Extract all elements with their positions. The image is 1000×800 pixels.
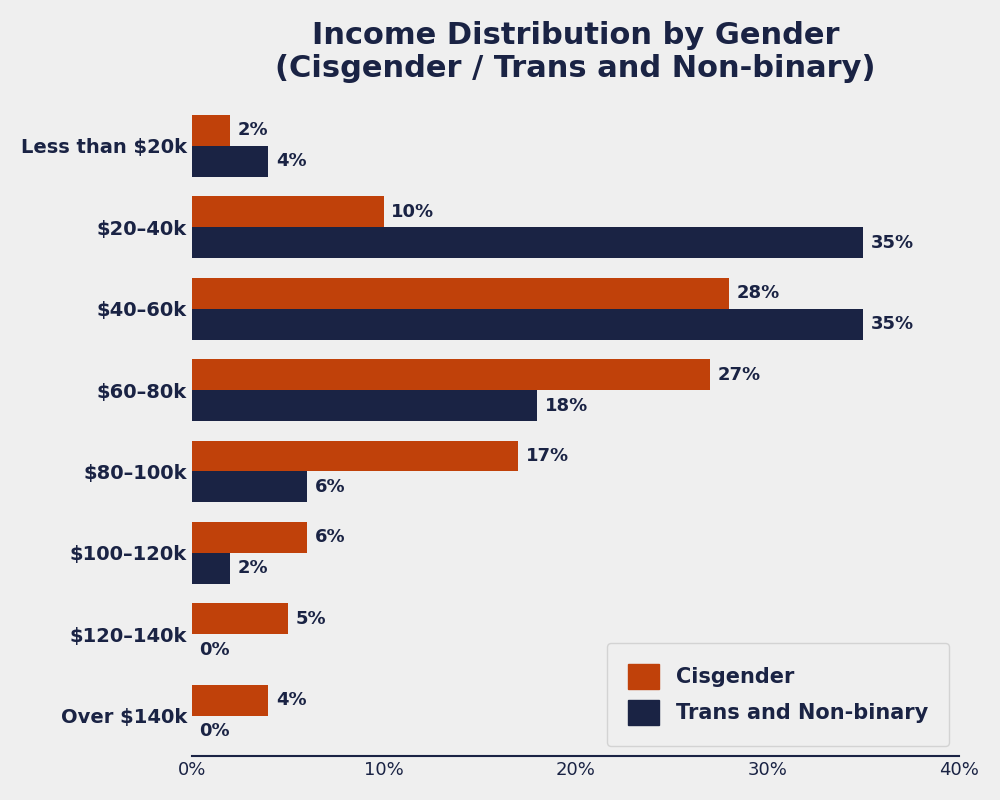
- Legend: Cisgender, Trans and Non-binary: Cisgender, Trans and Non-binary: [607, 643, 949, 746]
- Bar: [192, 278, 729, 309]
- Bar: [192, 471, 307, 502]
- Text: 28%: 28%: [737, 284, 780, 302]
- Bar: [192, 441, 518, 471]
- Text: 2%: 2%: [238, 122, 268, 139]
- Text: 0%: 0%: [199, 641, 230, 658]
- Text: 4%: 4%: [276, 691, 307, 709]
- Text: 17%: 17%: [526, 447, 569, 465]
- Bar: [192, 227, 863, 258]
- Bar: [192, 196, 384, 227]
- Title: Income Distribution by Gender
(Cisgender / Trans and Non-binary): Income Distribution by Gender (Cisgender…: [275, 21, 876, 83]
- Text: 5%: 5%: [295, 610, 326, 628]
- Bar: [192, 359, 710, 390]
- Bar: [192, 146, 268, 177]
- Bar: [192, 309, 863, 340]
- Text: 0%: 0%: [199, 722, 230, 740]
- Text: 18%: 18%: [545, 397, 588, 414]
- Text: 6%: 6%: [314, 528, 345, 546]
- Text: 2%: 2%: [238, 559, 268, 578]
- Text: 35%: 35%: [871, 315, 914, 333]
- Bar: [192, 522, 307, 553]
- Bar: [192, 553, 230, 584]
- Text: 27%: 27%: [717, 366, 761, 384]
- Text: 10%: 10%: [391, 203, 434, 221]
- Bar: [192, 603, 288, 634]
- Bar: [192, 685, 268, 716]
- Text: 6%: 6%: [314, 478, 345, 496]
- Text: 35%: 35%: [871, 234, 914, 252]
- Text: 4%: 4%: [276, 152, 307, 170]
- Bar: [192, 115, 230, 146]
- Bar: [192, 390, 537, 421]
